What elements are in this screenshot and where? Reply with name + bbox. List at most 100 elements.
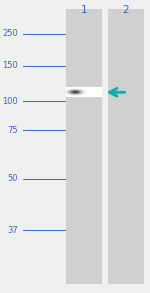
Bar xyxy=(96,95,97,96)
Bar xyxy=(75,88,76,89)
Bar xyxy=(74,94,75,95)
Bar xyxy=(90,93,91,94)
Bar xyxy=(74,92,75,93)
Bar xyxy=(101,96,102,97)
Bar xyxy=(86,93,87,94)
Bar xyxy=(69,96,70,97)
Bar xyxy=(88,92,89,93)
Bar xyxy=(71,96,72,97)
Bar xyxy=(90,92,91,93)
Bar xyxy=(71,90,72,91)
Bar xyxy=(89,95,90,96)
Bar xyxy=(98,93,99,94)
Bar xyxy=(67,89,68,90)
Bar xyxy=(90,93,91,94)
Bar xyxy=(91,92,92,93)
Bar xyxy=(73,91,74,92)
Bar xyxy=(101,88,102,89)
Bar xyxy=(74,91,75,92)
Bar xyxy=(86,89,87,90)
Bar xyxy=(71,92,72,93)
Bar xyxy=(75,93,76,94)
Bar xyxy=(85,95,86,96)
Bar xyxy=(85,90,86,91)
Bar xyxy=(76,93,77,94)
Bar xyxy=(87,88,88,89)
Bar xyxy=(95,93,96,94)
Bar xyxy=(80,90,81,91)
Bar xyxy=(75,95,76,96)
Bar xyxy=(79,93,80,94)
Bar xyxy=(78,88,79,89)
Bar xyxy=(100,91,101,92)
Bar xyxy=(68,93,69,94)
Bar xyxy=(66,90,67,91)
Bar xyxy=(84,93,85,94)
Bar xyxy=(83,94,84,95)
Bar xyxy=(81,96,82,97)
Bar xyxy=(66,92,67,93)
Bar xyxy=(89,91,90,92)
Bar xyxy=(66,95,67,96)
Bar xyxy=(66,96,67,97)
Bar xyxy=(89,96,90,97)
Bar xyxy=(89,93,90,94)
Bar xyxy=(77,91,78,92)
Bar xyxy=(98,96,99,97)
Bar xyxy=(73,92,74,93)
Bar xyxy=(91,95,92,96)
Bar xyxy=(83,96,84,97)
Bar xyxy=(89,88,90,89)
Bar xyxy=(83,87,84,88)
Bar xyxy=(74,91,75,92)
Bar xyxy=(83,94,84,95)
Bar xyxy=(89,89,90,90)
Bar xyxy=(75,91,76,92)
Bar xyxy=(70,93,71,94)
Bar xyxy=(92,93,93,94)
Bar xyxy=(83,93,84,94)
Bar xyxy=(91,87,92,88)
Bar xyxy=(77,90,78,91)
Bar xyxy=(68,88,69,89)
Bar xyxy=(74,94,75,95)
Bar xyxy=(82,94,83,95)
Bar xyxy=(98,95,99,96)
Bar xyxy=(86,93,87,94)
Bar xyxy=(80,90,81,91)
Bar xyxy=(70,89,71,90)
Bar xyxy=(84,87,85,88)
Bar xyxy=(101,96,102,97)
Bar xyxy=(83,93,84,94)
Bar xyxy=(71,88,72,89)
Bar xyxy=(98,90,99,91)
Bar xyxy=(101,92,102,93)
Bar xyxy=(98,95,99,96)
Bar xyxy=(91,94,92,95)
Bar xyxy=(96,88,97,89)
Bar xyxy=(96,90,97,91)
Bar xyxy=(80,96,81,97)
Bar xyxy=(89,93,90,94)
Bar xyxy=(95,89,96,90)
Bar xyxy=(79,89,80,90)
Bar xyxy=(74,90,75,91)
Bar xyxy=(72,93,73,94)
Bar xyxy=(73,87,74,88)
Bar xyxy=(83,94,84,95)
Bar xyxy=(93,90,94,91)
Bar xyxy=(108,9,144,284)
Bar xyxy=(77,93,78,94)
Bar xyxy=(68,96,69,97)
Bar xyxy=(91,95,92,96)
Bar xyxy=(80,93,81,94)
Text: 37: 37 xyxy=(7,226,18,234)
Bar xyxy=(80,95,81,96)
Text: 250: 250 xyxy=(2,29,18,38)
Bar xyxy=(92,95,93,96)
Bar xyxy=(77,88,78,89)
Bar xyxy=(91,90,92,91)
Bar xyxy=(77,91,78,92)
Bar xyxy=(73,95,74,96)
Bar xyxy=(100,87,101,88)
